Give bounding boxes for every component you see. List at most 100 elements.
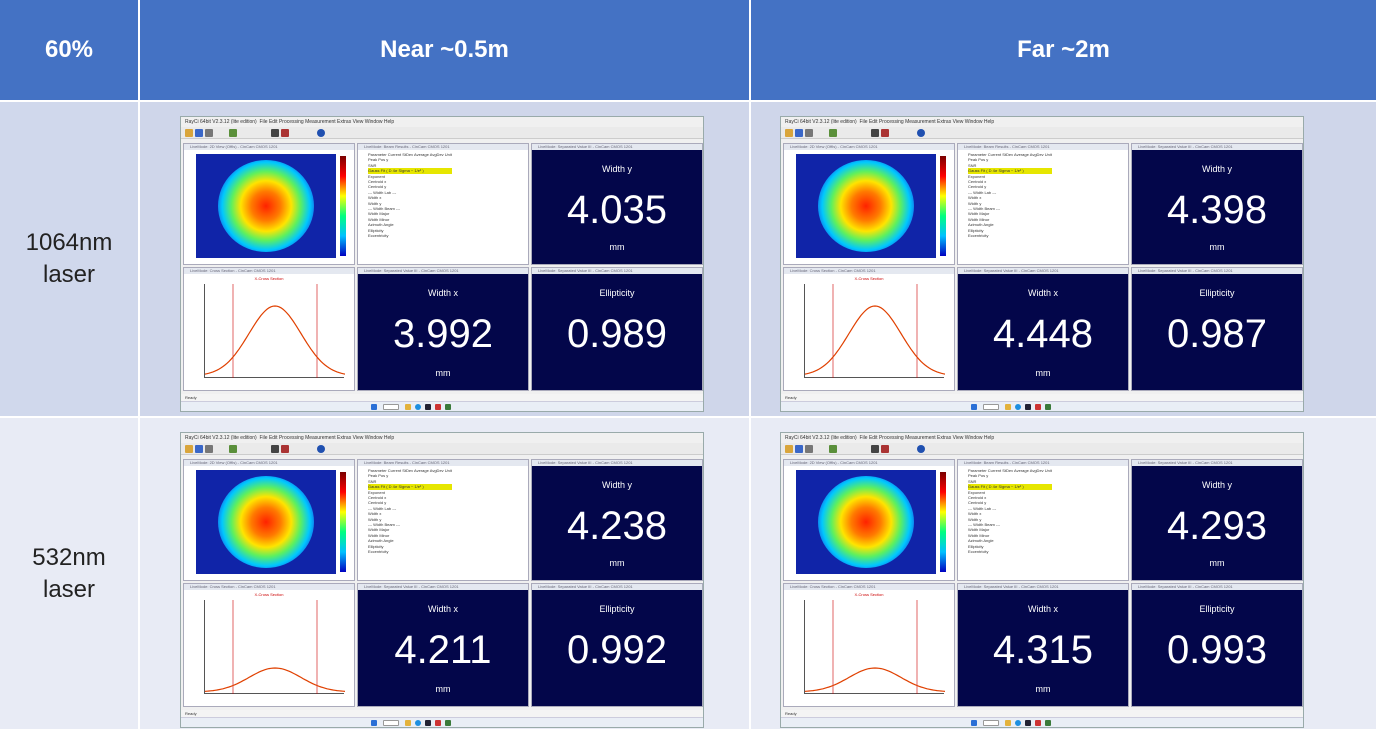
camera-icon[interactable] — [205, 129, 213, 137]
menu-items[interactable]: File Edit Processing Measurement Extras … — [259, 435, 395, 441]
cross-section-plot — [804, 600, 945, 694]
start-icon[interactable] — [971, 404, 977, 410]
pane-title: LiveMode: Cross Section - CinCam CMOS 12… — [184, 584, 354, 590]
app-icon[interactable] — [1035, 404, 1041, 410]
folder-icon[interactable] — [185, 445, 193, 453]
search-icon[interactable] — [983, 720, 999, 726]
explorer-icon[interactable] — [1005, 720, 1011, 726]
windows-taskbar — [181, 717, 703, 727]
width-y-unit: mm — [609, 558, 625, 568]
results-table: Parameter Current StDev Average AvgDev U… — [368, 468, 452, 555]
table-row: Centroid x — [968, 495, 987, 501]
table-row: Gauss Fit ( D 4σ Sigma ~ 1/e² ) — [368, 168, 452, 174]
rayci-icon[interactable] — [1045, 404, 1051, 410]
table-row: Centroid y — [968, 500, 987, 506]
width-y-label: Width y — [601, 480, 632, 490]
help-icon[interactable] — [317, 445, 325, 453]
menu-items[interactable]: File Edit Processing Measurement Extras … — [859, 119, 995, 125]
folder-icon[interactable] — [185, 129, 193, 137]
table-row: --- Width Lab --- — [968, 189, 997, 195]
start-icon[interactable] — [371, 720, 377, 726]
rayci-icon[interactable] — [445, 404, 451, 410]
app-icon[interactable] — [435, 720, 441, 726]
play-icon[interactable] — [229, 445, 237, 453]
chart-icon[interactable] — [281, 129, 289, 137]
camera-icon[interactable] — [805, 129, 813, 137]
table-row: Width y — [968, 516, 982, 522]
edge-icon[interactable] — [1015, 404, 1021, 410]
rayci-icon[interactable] — [1045, 720, 1051, 726]
app-icon[interactable] — [435, 404, 441, 410]
pane-cross-section: LiveMode: Cross Section - CinCam CMOS 12… — [783, 267, 955, 391]
pane-2d-view: LiveMode: 2D View (OffIs) - CinCam CMOS … — [183, 143, 355, 265]
folder-icon[interactable] — [785, 129, 793, 137]
edge-icon[interactable] — [415, 720, 421, 726]
save-icon[interactable] — [795, 129, 803, 137]
pane-title: LiveMode: Separated Value III - CinCam C… — [1132, 144, 1302, 150]
explorer-icon[interactable] — [405, 404, 411, 410]
table-row: Width Major — [968, 211, 990, 217]
grid-icon[interactable] — [871, 129, 879, 137]
row-label-text: 532nm laser — [32, 543, 106, 603]
start-icon[interactable] — [371, 404, 377, 410]
app-icon[interactable] — [1025, 404, 1031, 410]
edge-icon[interactable] — [415, 404, 421, 410]
width-x-display: Width x 3.992 mm — [358, 274, 528, 390]
app-icon[interactable] — [1025, 720, 1031, 726]
windows-taskbar — [781, 401, 1303, 411]
table-row: Eccentricity — [968, 549, 989, 555]
play-icon[interactable] — [229, 129, 237, 137]
app-icon[interactable] — [425, 404, 431, 410]
table-row: Width x — [968, 195, 982, 201]
search-icon[interactable] — [383, 720, 399, 726]
play-icon[interactable] — [829, 129, 837, 137]
grid-icon[interactable] — [871, 445, 879, 453]
pane-title: LiveMode: Separated Value III - CinCam C… — [1132, 268, 1302, 274]
help-icon[interactable] — [317, 129, 325, 137]
app-icon[interactable] — [425, 720, 431, 726]
edge-icon[interactable] — [1015, 720, 1021, 726]
start-icon[interactable] — [971, 720, 977, 726]
pane-width-x: LiveMode: Separated Value III - CinCam C… — [357, 267, 529, 391]
table-row: --- Width Lab --- — [368, 505, 397, 511]
save-icon[interactable] — [195, 445, 203, 453]
grid-icon[interactable] — [271, 445, 279, 453]
menu-items[interactable]: File Edit Processing Measurement Extras … — [259, 119, 395, 125]
rayci-icon[interactable] — [445, 720, 451, 726]
width-y-display: Width y 4.035 mm — [532, 150, 702, 264]
results-table: Parameter Current StDev Average AvgDev U… — [968, 152, 1052, 239]
table-row: Parameter Current StDev Average AvgDev U… — [368, 152, 452, 157]
search-icon[interactable] — [383, 404, 399, 410]
folder-icon[interactable] — [785, 445, 793, 453]
width-x-unit: mm — [1035, 684, 1051, 694]
ellipticity-display: Ellipticity 0.993 — [1132, 590, 1302, 706]
help-icon[interactable] — [917, 129, 925, 137]
help-icon[interactable] — [917, 445, 925, 453]
camera-icon[interactable] — [805, 445, 813, 453]
save-icon[interactable] — [795, 445, 803, 453]
search-icon[interactable] — [983, 404, 999, 410]
chart-icon[interactable] — [281, 445, 289, 453]
app-icon[interactable] — [1035, 720, 1041, 726]
chart-icon[interactable] — [881, 129, 889, 137]
explorer-icon[interactable] — [1005, 404, 1011, 410]
camera-icon[interactable] — [205, 445, 213, 453]
save-icon[interactable] — [195, 129, 203, 137]
width-x-label: Width x — [1027, 288, 1058, 298]
pane-width-y: LiveMode: Separated Value III - CinCam C… — [531, 143, 703, 265]
cross-section-plot — [804, 284, 945, 378]
width-x-value: 4.315 — [992, 628, 1094, 672]
pane-title: LiveMode: Separated Value III - CinCam C… — [358, 268, 528, 274]
grid-icon[interactable] — [271, 129, 279, 137]
ellipticity-value: 0.989 — [566, 312, 668, 356]
table-row: Width Minor — [968, 532, 990, 538]
play-icon[interactable] — [829, 445, 837, 453]
pane-ellipticity: LiveMode: Separated Value III - CinCam C… — [531, 267, 703, 391]
width-x-label: Width x — [427, 288, 458, 298]
menu-items[interactable]: File Edit Processing Measurement Extras … — [859, 435, 995, 441]
explorer-icon[interactable] — [405, 720, 411, 726]
table-row: Parameter Current StDev Average AvgDev U… — [368, 468, 452, 473]
width-x-unit: mm — [435, 684, 451, 694]
chart-icon[interactable] — [881, 445, 889, 453]
pane-ellipticity: LiveMode: Separated Value III - CinCam C… — [1131, 583, 1303, 707]
